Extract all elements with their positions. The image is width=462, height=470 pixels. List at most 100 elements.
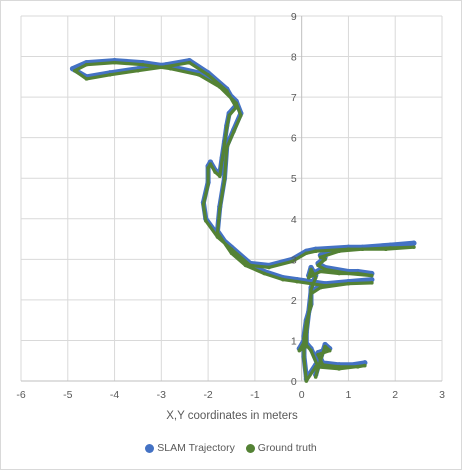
data-point bbox=[360, 247, 365, 251]
series-layer bbox=[69, 58, 417, 383]
data-point bbox=[323, 344, 327, 349]
data-point bbox=[222, 141, 227, 146]
data-point bbox=[346, 271, 351, 276]
gridlines bbox=[20, 15, 443, 381]
data-point bbox=[316, 263, 320, 268]
data-point bbox=[304, 320, 309, 324]
data-point bbox=[295, 279, 299, 284]
data-point bbox=[208, 162, 213, 166]
data-point bbox=[234, 105, 238, 110]
x-tick-label: -6 bbox=[16, 389, 25, 401]
scatter-plot: -6 -5 -4 -3 -2 -1 0 1 2 3 0 1 2 3 4 5 6 7 8 9 X,Y coordinat… bbox=[16, 11, 445, 422]
data-point bbox=[346, 281, 351, 286]
data-point bbox=[309, 281, 313, 286]
data-point bbox=[309, 292, 313, 296]
data-point bbox=[323, 267, 327, 272]
legend-item-slam: SLAM Trajectory bbox=[145, 442, 235, 454]
data-point bbox=[225, 146, 229, 150]
data-point bbox=[267, 265, 271, 270]
data-point bbox=[304, 251, 309, 256]
data-point bbox=[232, 129, 236, 134]
data-point bbox=[309, 304, 313, 308]
data-point bbox=[84, 62, 89, 67]
data-point bbox=[370, 281, 374, 285]
x-tick-label: -2 bbox=[203, 389, 212, 401]
data-point bbox=[356, 271, 360, 276]
data-point bbox=[196, 73, 201, 77]
data-point bbox=[234, 101, 238, 105]
data-point bbox=[316, 352, 320, 357]
data-point bbox=[302, 340, 306, 345]
y-tick-label: 2 bbox=[291, 295, 297, 307]
y-tick-label: 3 bbox=[291, 254, 297, 266]
data-point bbox=[313, 249, 318, 254]
legend-marker-slam bbox=[145, 443, 155, 453]
data-point bbox=[206, 73, 210, 77]
data-point bbox=[323, 257, 327, 262]
y-tick-label: 1 bbox=[291, 335, 297, 347]
data-point bbox=[327, 348, 332, 353]
data-point bbox=[262, 271, 267, 276]
data-point bbox=[362, 360, 368, 366]
data-point bbox=[225, 125, 229, 130]
data-point bbox=[222, 178, 227, 183]
legend-marker-ground-truth bbox=[245, 443, 255, 453]
data-point bbox=[229, 247, 234, 251]
data-point bbox=[215, 231, 220, 235]
legend-label-ground-truth: Ground truth bbox=[257, 442, 317, 454]
data-point bbox=[281, 277, 285, 282]
data-point bbox=[318, 269, 323, 274]
data-point bbox=[243, 263, 248, 268]
data-point bbox=[218, 206, 222, 211]
data-point bbox=[363, 363, 367, 368]
data-point bbox=[218, 174, 222, 178]
x-tick-label: -3 bbox=[157, 389, 166, 401]
data-point bbox=[306, 275, 311, 280]
x-tick-label: 3 bbox=[439, 389, 445, 401]
data-point bbox=[290, 259, 295, 264]
data-point bbox=[370, 273, 374, 278]
data-point bbox=[136, 68, 140, 73]
legend-label-slam: SLAM Trajectory bbox=[157, 442, 235, 454]
data-point bbox=[384, 247, 388, 251]
data-point bbox=[164, 64, 168, 69]
data-point bbox=[213, 170, 217, 174]
data-point bbox=[187, 60, 192, 65]
data-point bbox=[304, 344, 309, 349]
data-point bbox=[313, 365, 318, 369]
data-point bbox=[229, 251, 234, 256]
axes bbox=[21, 16, 442, 382]
data-point bbox=[369, 277, 375, 283]
data-point bbox=[108, 73, 112, 77]
data-point bbox=[218, 85, 222, 89]
y-tick-label: 0 bbox=[291, 376, 297, 388]
series-ground-truth bbox=[72, 60, 416, 383]
y-tick-label: 7 bbox=[291, 92, 297, 104]
data-point bbox=[309, 348, 313, 353]
data-point bbox=[388, 246, 393, 250]
y-tick-label: 8 bbox=[291, 52, 297, 64]
data-point bbox=[337, 271, 341, 276]
data-point bbox=[248, 263, 253, 268]
data-point bbox=[201, 202, 206, 207]
data-point bbox=[318, 255, 323, 260]
y-tick-label: 5 bbox=[291, 173, 297, 185]
tick-labels: -6 -5 -4 -3 -2 -1 0 1 2 3 0 1 2 3 4 5 6 7 8 9 bbox=[16, 11, 445, 401]
x-tick-label: -1 bbox=[250, 389, 259, 401]
x-tick-label: 0 bbox=[299, 389, 305, 401]
data-point bbox=[302, 336, 306, 341]
data-point bbox=[318, 285, 323, 290]
data-point bbox=[356, 365, 360, 369]
data-point bbox=[203, 219, 208, 223]
data-point bbox=[215, 235, 220, 239]
data-point bbox=[304, 332, 309, 337]
data-point bbox=[112, 60, 117, 65]
data-point bbox=[72, 68, 77, 73]
data-point bbox=[306, 312, 311, 316]
series-path bbox=[70, 58, 417, 382]
data-point bbox=[206, 166, 210, 170]
data-point bbox=[227, 113, 231, 118]
data-point bbox=[220, 158, 224, 162]
y-tick-label: 9 bbox=[291, 11, 297, 23]
